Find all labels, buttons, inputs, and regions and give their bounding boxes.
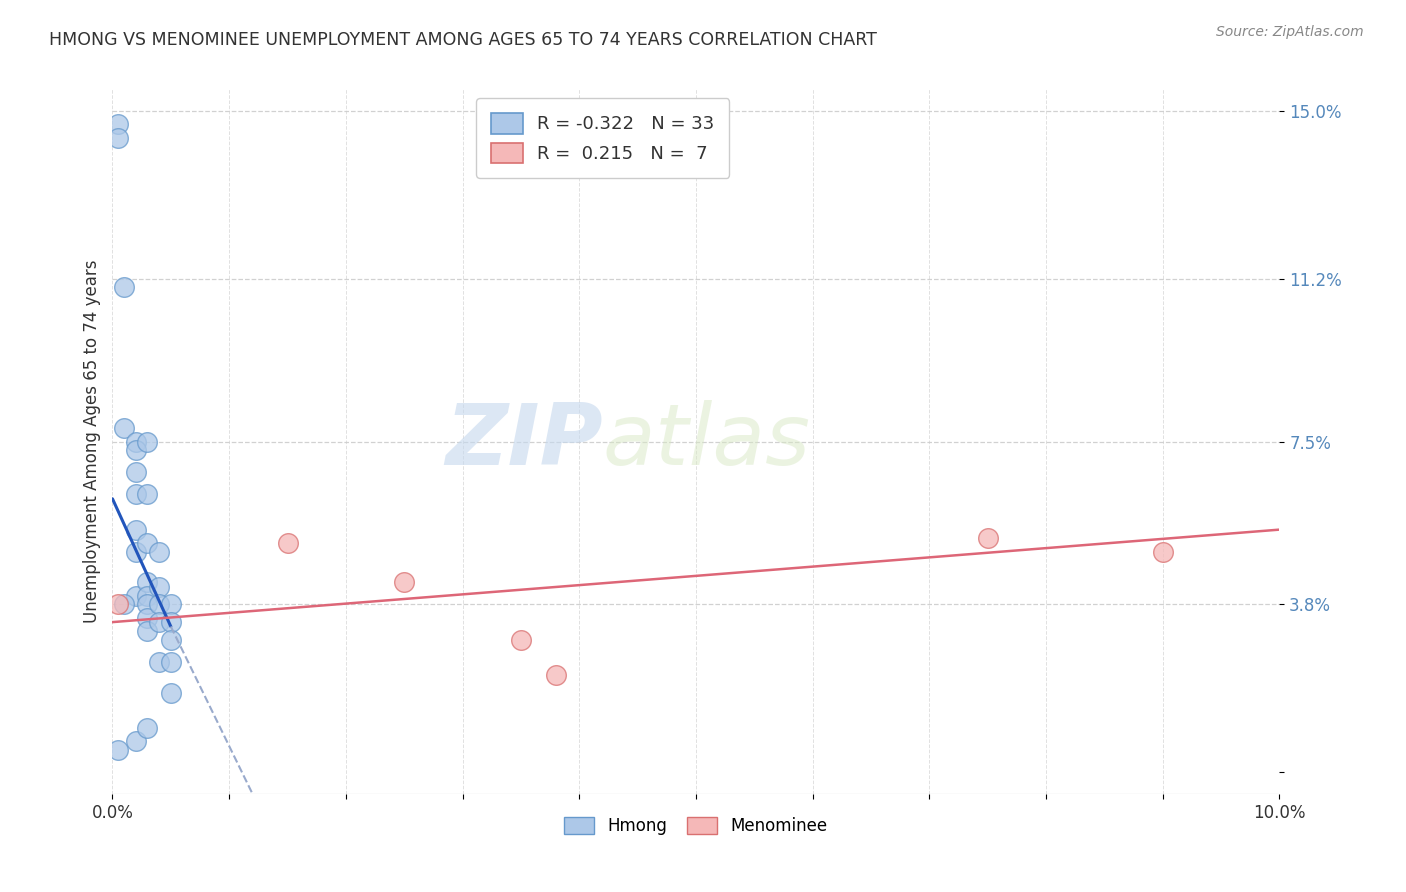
Point bbox=[107, 743, 129, 757]
Point bbox=[136, 536, 159, 550]
Point bbox=[148, 615, 170, 629]
Point bbox=[125, 487, 148, 501]
Text: ZIP: ZIP bbox=[444, 400, 603, 483]
Point bbox=[136, 598, 159, 612]
Point bbox=[148, 655, 170, 669]
Point bbox=[276, 536, 298, 550]
Point bbox=[136, 434, 159, 449]
Point bbox=[112, 421, 135, 435]
Point bbox=[394, 575, 416, 590]
Point bbox=[1152, 544, 1174, 558]
Point bbox=[136, 611, 159, 625]
Point bbox=[107, 130, 129, 145]
Point bbox=[125, 734, 148, 748]
Point bbox=[148, 544, 170, 558]
Point bbox=[107, 117, 129, 131]
Point bbox=[125, 589, 148, 603]
Point bbox=[125, 544, 148, 558]
Point bbox=[160, 598, 183, 612]
Text: atlas: atlas bbox=[603, 400, 811, 483]
Point bbox=[136, 624, 159, 638]
Legend: Hmong, Menominee: Hmong, Menominee bbox=[557, 811, 835, 842]
Point bbox=[107, 598, 129, 612]
Point bbox=[160, 632, 183, 647]
Point bbox=[136, 487, 159, 501]
Y-axis label: Unemployment Among Ages 65 to 74 years: Unemployment Among Ages 65 to 74 years bbox=[83, 260, 101, 624]
Text: Source: ZipAtlas.com: Source: ZipAtlas.com bbox=[1216, 25, 1364, 39]
Point bbox=[160, 655, 183, 669]
Point bbox=[125, 466, 148, 480]
Point bbox=[148, 580, 170, 594]
Point bbox=[125, 434, 148, 449]
Point bbox=[136, 721, 159, 735]
Point bbox=[125, 523, 148, 537]
Point bbox=[976, 532, 998, 546]
Point bbox=[136, 575, 159, 590]
Point bbox=[160, 685, 183, 699]
Point bbox=[125, 443, 148, 458]
Point bbox=[160, 615, 183, 629]
Point bbox=[136, 589, 159, 603]
Point bbox=[509, 632, 531, 647]
Point bbox=[148, 598, 170, 612]
Text: HMONG VS MENOMINEE UNEMPLOYMENT AMONG AGES 65 TO 74 YEARS CORRELATION CHART: HMONG VS MENOMINEE UNEMPLOYMENT AMONG AG… bbox=[49, 31, 877, 49]
Point bbox=[112, 598, 135, 612]
Point bbox=[112, 280, 135, 294]
Point bbox=[544, 668, 567, 682]
